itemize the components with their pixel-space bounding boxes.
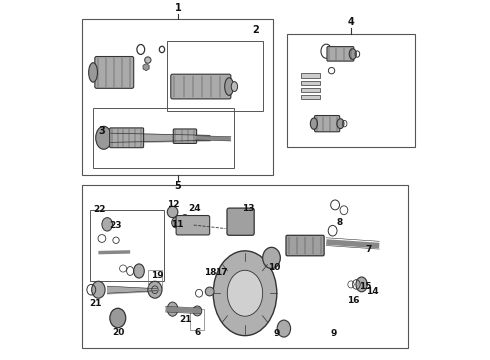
Ellipse shape: [193, 306, 202, 316]
Ellipse shape: [349, 49, 356, 59]
Ellipse shape: [172, 217, 180, 228]
Ellipse shape: [148, 281, 162, 298]
Bar: [82, 19, 273, 175]
Ellipse shape: [89, 63, 98, 82]
Ellipse shape: [227, 270, 263, 316]
Text: 23: 23: [109, 221, 122, 230]
Ellipse shape: [225, 78, 234, 95]
Text: 21: 21: [90, 298, 102, 307]
Ellipse shape: [134, 264, 144, 278]
Bar: [301, 81, 320, 85]
Text: 24: 24: [188, 204, 200, 213]
Text: 9: 9: [274, 329, 280, 338]
Ellipse shape: [167, 206, 178, 218]
FancyBboxPatch shape: [176, 216, 210, 235]
Ellipse shape: [182, 215, 188, 221]
Ellipse shape: [167, 302, 178, 316]
Text: 20: 20: [113, 328, 125, 337]
Bar: [167, 41, 263, 111]
Text: 6: 6: [195, 328, 201, 337]
Text: 13: 13: [242, 204, 255, 213]
Bar: [90, 210, 164, 281]
Bar: [190, 309, 204, 330]
Text: 22: 22: [93, 205, 105, 214]
Text: 9: 9: [330, 329, 337, 338]
Text: 15: 15: [359, 282, 371, 291]
FancyBboxPatch shape: [173, 129, 196, 143]
FancyBboxPatch shape: [327, 47, 354, 61]
Ellipse shape: [337, 119, 344, 129]
FancyBboxPatch shape: [315, 116, 340, 132]
FancyBboxPatch shape: [286, 235, 324, 256]
Bar: [288, 33, 415, 147]
Bar: [148, 270, 162, 290]
Bar: [301, 95, 320, 99]
Text: 4: 4: [347, 17, 354, 27]
Text: 3: 3: [98, 126, 105, 136]
Ellipse shape: [356, 277, 367, 292]
Text: 10: 10: [268, 262, 280, 271]
Text: 17: 17: [215, 267, 227, 276]
Text: 19: 19: [151, 271, 164, 280]
FancyBboxPatch shape: [110, 128, 144, 148]
Bar: [301, 87, 320, 92]
Ellipse shape: [92, 281, 105, 298]
Ellipse shape: [205, 287, 214, 296]
Ellipse shape: [263, 247, 280, 269]
Text: 7: 7: [366, 244, 372, 253]
Ellipse shape: [310, 118, 318, 129]
Text: 12: 12: [167, 200, 179, 209]
Text: 1: 1: [174, 3, 181, 13]
Ellipse shape: [277, 320, 291, 337]
Text: 2: 2: [252, 25, 259, 35]
Text: 8: 8: [336, 218, 343, 227]
Text: 21: 21: [180, 315, 192, 324]
Bar: [301, 73, 320, 78]
Text: 5: 5: [174, 181, 181, 191]
Text: 11: 11: [171, 220, 183, 229]
Ellipse shape: [145, 57, 151, 63]
Ellipse shape: [102, 218, 113, 231]
Ellipse shape: [110, 308, 126, 328]
Ellipse shape: [213, 251, 277, 336]
FancyBboxPatch shape: [171, 74, 231, 99]
Text: 16: 16: [347, 296, 359, 305]
Text: 14: 14: [366, 287, 378, 296]
FancyBboxPatch shape: [227, 208, 254, 235]
Bar: [93, 108, 234, 168]
Ellipse shape: [96, 126, 112, 149]
Ellipse shape: [231, 82, 238, 91]
Bar: [82, 185, 408, 348]
Text: 18: 18: [204, 267, 217, 276]
FancyBboxPatch shape: [95, 57, 134, 88]
